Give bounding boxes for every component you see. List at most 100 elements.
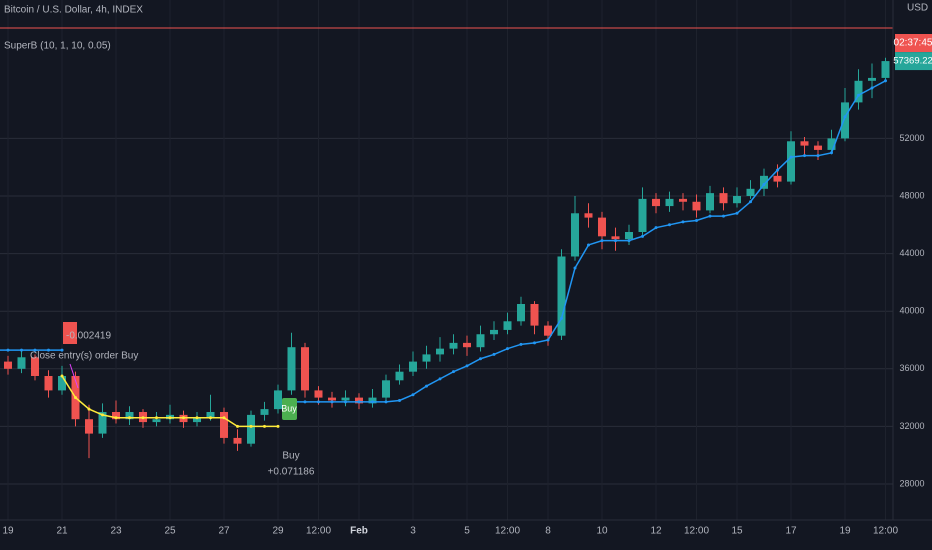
supertrend-point	[857, 93, 860, 97]
candle-body	[598, 217, 606, 237]
candle-body	[611, 236, 620, 240]
candle-body	[706, 193, 714, 211]
supertrend-point	[735, 211, 739, 215]
entry-text: Buy	[282, 451, 299, 462]
supertrend-point	[627, 239, 631, 243]
supertrend-point	[182, 416, 185, 420]
candle-body	[193, 417, 201, 423]
grid	[0, 0, 893, 520]
exit-box	[63, 322, 77, 344]
supertrend-point	[209, 416, 212, 420]
exit-text: Close entry(s) order Buy	[30, 351, 138, 362]
candle-body	[625, 232, 633, 240]
y-tick-label: 44000	[899, 248, 924, 258]
supertrend-point	[101, 413, 104, 417]
y-tick-label: 32000	[899, 421, 924, 431]
candle-body	[220, 412, 228, 438]
candle-body	[395, 371, 404, 381]
exit-arrow	[69, 363, 79, 389]
supertrend-point	[438, 377, 442, 381]
candle-body	[341, 397, 350, 401]
candle-body	[800, 141, 809, 146]
x-tick-label: Feb	[350, 526, 368, 537]
candle-body	[98, 412, 107, 434]
supertrend-point	[344, 400, 347, 404]
supertrend-point	[668, 223, 671, 227]
x-tick-label: 3	[410, 526, 416, 537]
candle-body	[44, 376, 53, 391]
supertrend-point	[641, 234, 644, 238]
candle-body	[287, 347, 296, 391]
supertrend-point	[371, 400, 374, 404]
candle-body	[517, 304, 525, 322]
x-tick-label: 12:00	[306, 526, 331, 537]
supertrend-point	[519, 342, 523, 346]
supertrend-point	[600, 239, 604, 243]
x-tick-label: 21	[56, 526, 68, 537]
x-tick-label: 12:00	[495, 526, 520, 537]
candle-body	[544, 325, 552, 336]
y-tick-label: 40000	[899, 306, 924, 316]
supertrend-point	[74, 396, 77, 400]
supertrend-point	[654, 226, 658, 230]
candle-body	[584, 213, 593, 218]
candle-body	[679, 198, 687, 202]
supertrend-point	[452, 370, 455, 374]
candle-body	[719, 193, 728, 204]
candle-body	[557, 256, 566, 336]
candle-body	[503, 321, 512, 330]
supertrend-point	[803, 154, 806, 158]
candle-body	[773, 175, 782, 182]
candle-body	[571, 213, 579, 257]
supertrend-point	[168, 416, 172, 420]
candle-body	[476, 334, 485, 348]
supertrend-point	[816, 154, 820, 158]
chart-title: Bitcoin / U.S. Dollar, 4h, INDEX	[4, 5, 143, 16]
candle-body	[260, 409, 269, 415]
candle-body	[233, 437, 242, 444]
supertrend-point	[614, 239, 617, 243]
last-price: 57369.22	[893, 56, 932, 67]
candle-body	[665, 198, 674, 207]
supertrend-point	[6, 348, 10, 352]
candle-body	[841, 102, 849, 139]
supertrend-point	[141, 416, 145, 420]
supertrend-point	[465, 364, 469, 368]
axes: 28000 32000 36000 40000 44000 48000 52000 19 21 2…	[2, 52, 932, 537]
candle-body	[4, 361, 12, 369]
supertrend-point	[384, 400, 388, 404]
x-tick-label: 19	[839, 526, 851, 537]
supertrend-point	[398, 398, 401, 402]
x-tick-label: 23	[110, 526, 122, 537]
supertrend-point	[263, 424, 266, 428]
candle-body	[301, 347, 309, 391]
candle-body	[17, 357, 26, 369]
exit-value: -0.002419	[66, 331, 111, 342]
candle-body	[422, 354, 431, 362]
x-tick-label: 19	[2, 526, 14, 537]
supertrend-point	[114, 416, 118, 420]
supertrend-point	[47, 348, 50, 352]
supertrend-point	[776, 168, 779, 172]
candle-body	[328, 397, 336, 401]
indicator-label: SuperB (10, 1, 10, 0.05)	[4, 41, 111, 52]
supertrend-point	[236, 424, 239, 428]
y-tick-label: 36000	[899, 363, 924, 373]
candle-body	[814, 145, 822, 150]
supertrend-point	[60, 374, 64, 378]
candle-body	[152, 419, 161, 423]
entry-box	[282, 398, 297, 420]
supertrend-point	[573, 266, 577, 270]
supertrend-point	[533, 341, 536, 345]
supertrend-point	[60, 348, 64, 352]
supertrend-point	[330, 400, 334, 404]
x-tick-label: 12:00	[684, 526, 709, 537]
x-tick-label: 10	[596, 526, 608, 537]
supertrend-point	[128, 416, 131, 420]
countdown-box	[895, 34, 932, 52]
supertrend-point	[20, 348, 23, 352]
last-price-box	[895, 52, 932, 71]
candle-body	[112, 412, 120, 420]
x-tick-label: 8	[545, 526, 551, 537]
